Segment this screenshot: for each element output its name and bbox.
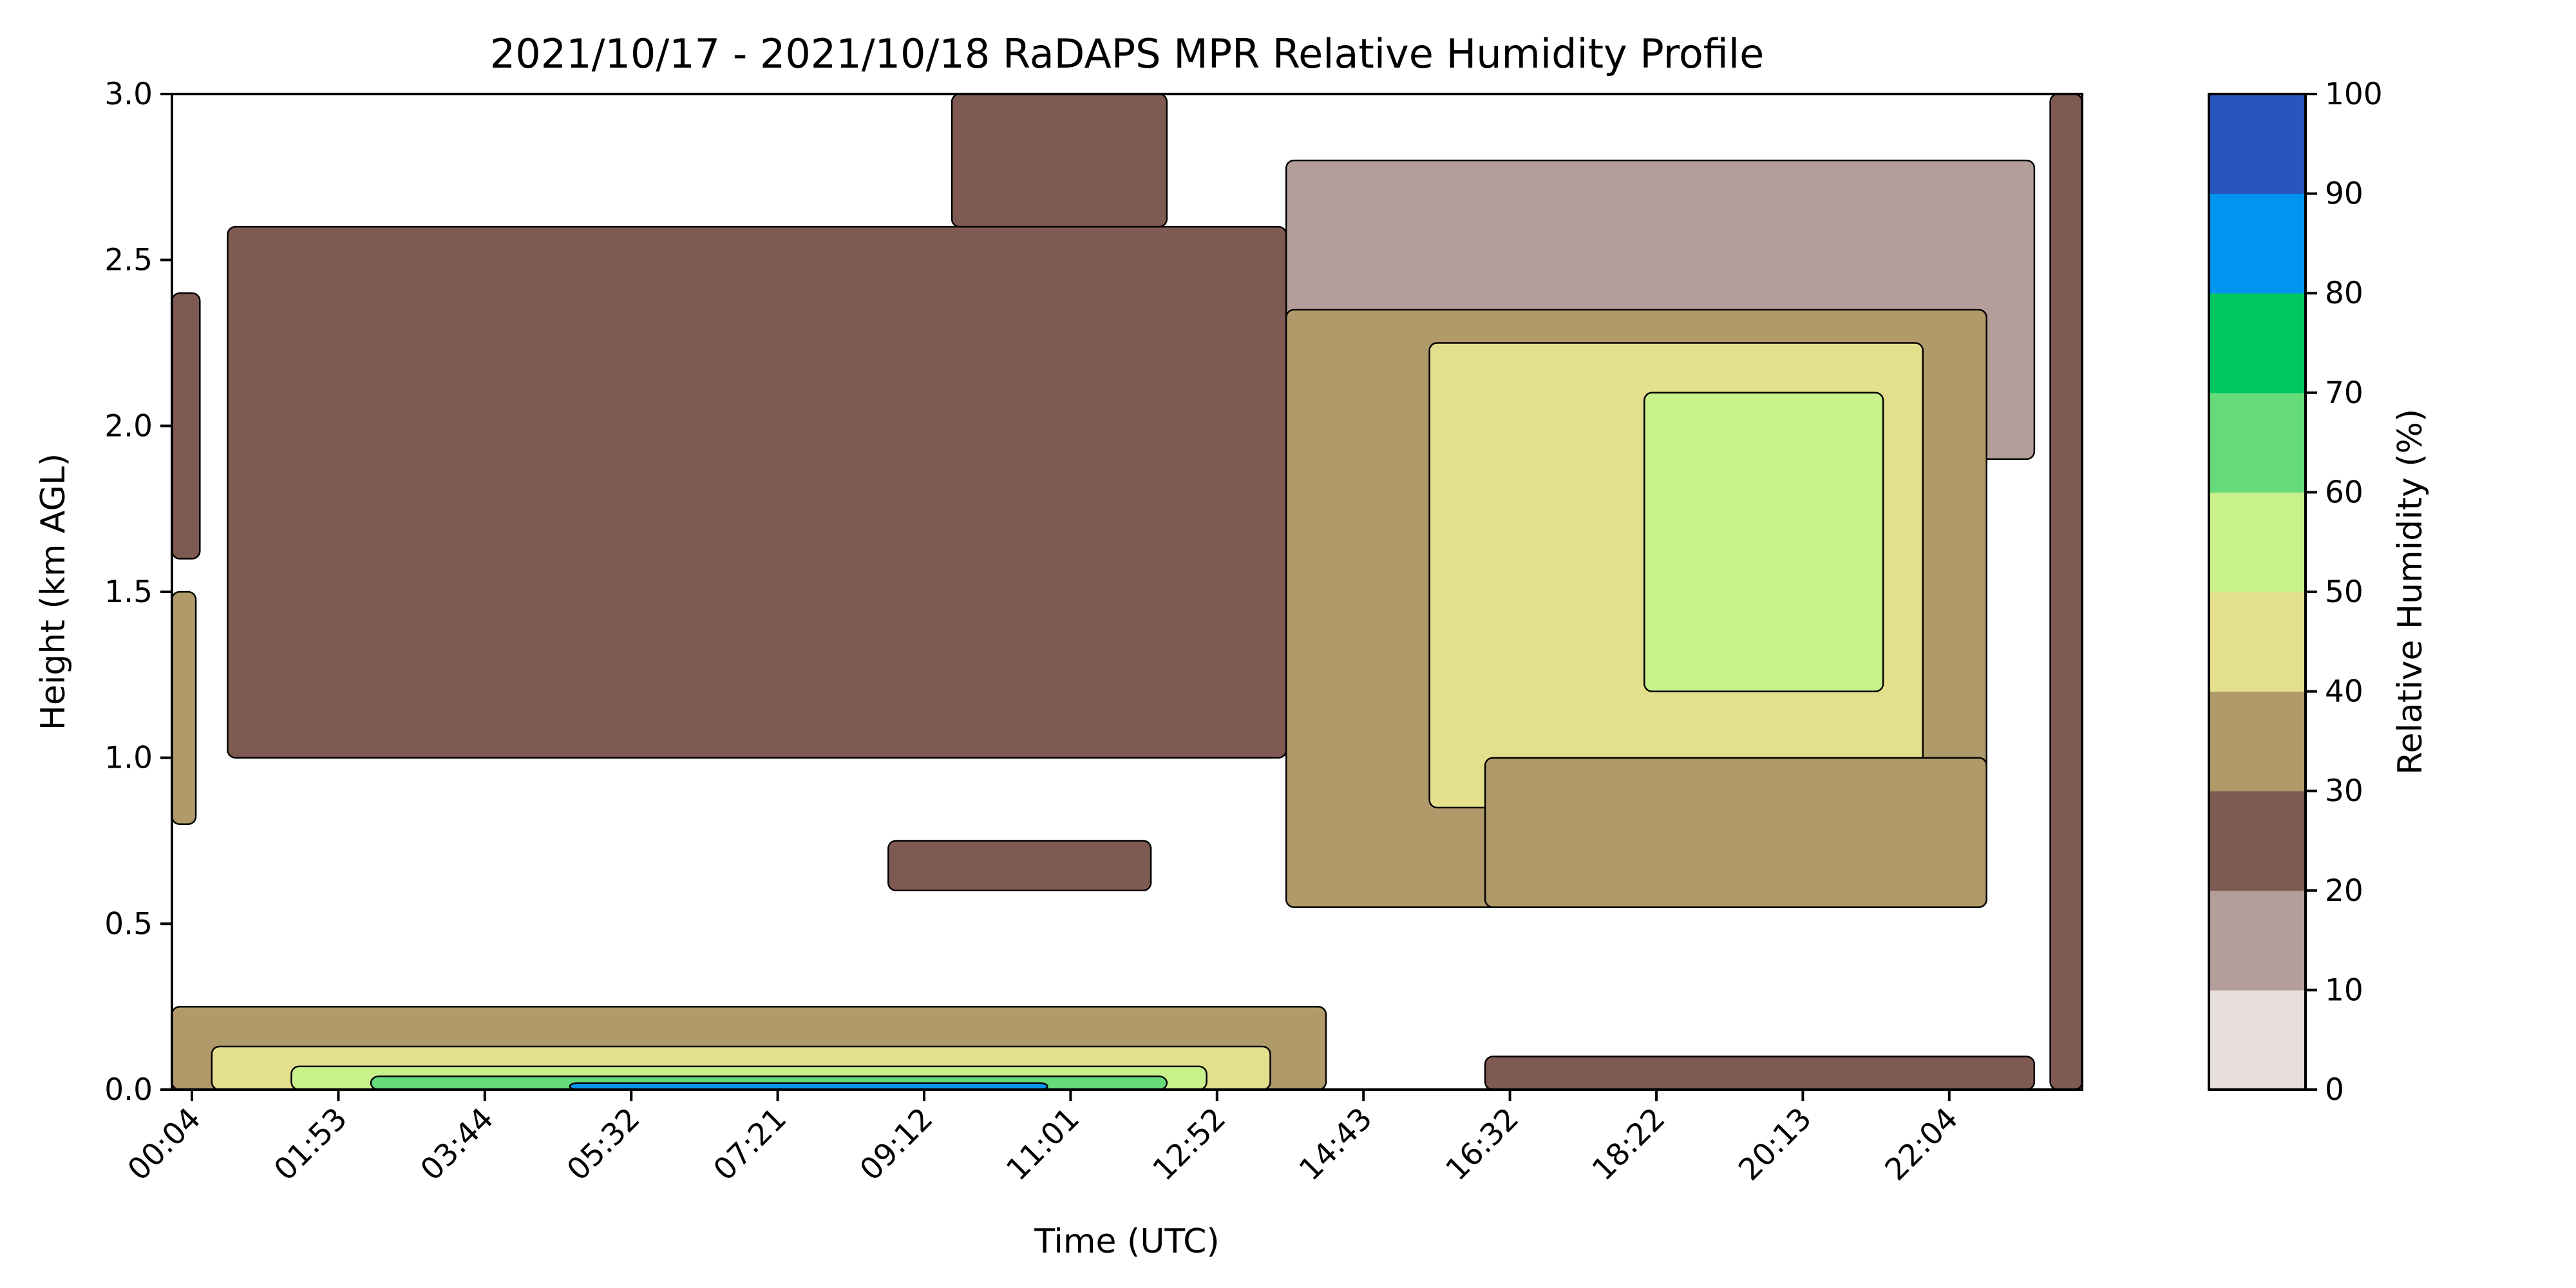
plot-frame [171, 93, 2083, 1091]
rh-region-2 [227, 225, 1287, 759]
colorbar-swatch [2209, 592, 2306, 692]
colorbar-tick-label: 60 [2325, 475, 2363, 510]
y-axis-ticks: 0.0 0.5 1.0 1.5 2.0 2.5 3.0 [104, 77, 172, 1108]
colorbar-tick-label: 50 [2325, 574, 2363, 610]
colorbar-tick-label: 80 [2325, 276, 2363, 311]
colorbar-swatch [2209, 990, 2306, 1090]
rh-region-9 [887, 840, 1152, 892]
colorbar-frame [2208, 93, 2307, 1091]
rh-region-17 [2049, 93, 2083, 1091]
colorbar: 0 10 20 30 40 50 60 70 80 90 100 [2208, 77, 2383, 1108]
colorbar-tick-label: 20 [2325, 873, 2363, 909]
colorbar-swatch [2209, 791, 2306, 891]
colorbar-swatch [2209, 890, 2306, 990]
colorbar-label: Relative Humidity (%) [2391, 409, 2430, 775]
colorbar-tick-label: 10 [2325, 972, 2363, 1008]
colorbar-tick-label: 70 [2325, 375, 2363, 411]
y-tick-label: 0.0 [104, 1072, 153, 1108]
colorbar-swatch [2209, 293, 2306, 393]
colorbar-swatches [2209, 94, 2306, 1090]
colorbar-tick-label: 90 [2325, 176, 2363, 212]
x-axis-label: Time (UTC) [1034, 1222, 1219, 1261]
colorbar-tick-label: 30 [2325, 773, 2363, 809]
rh-region-3 [951, 93, 1168, 228]
y-tick-label: 2.5 [104, 243, 153, 278]
colorbar-tick-label: 40 [2325, 674, 2363, 710]
colorbar-swatch [2209, 691, 2306, 791]
y-tick-label: 0.5 [104, 906, 153, 942]
y-tick-label: 2.0 [104, 408, 153, 444]
colorbar-swatch [2209, 193, 2306, 294]
colorbar-swatch [2209, 94, 2306, 194]
colorbar-tick-label: 100 [2325, 77, 2383, 112]
colorbar-tick-label: 0 [2325, 1072, 2344, 1108]
colorbar-ticks: 0 10 20 30 40 50 60 70 80 90 100 [2306, 77, 2383, 1108]
colorbar-swatch [2209, 492, 2306, 592]
plot-area: 00:04 01:53 03:44 05:32 07:21 09:12 11:01 12:52… [104, 77, 2083, 1188]
rh-region-10 [171, 591, 197, 825]
colorbar-swatch [2209, 392, 2306, 493]
rh-region-7 [1643, 392, 1884, 692]
y-tick-label: 1.5 [104, 574, 153, 610]
rh-region-16 [1484, 1056, 2036, 1091]
chart-title: 2021/10/17 - 2021/10/18 RaDAPS MPR Relat… [490, 30, 1764, 77]
y-tick-label: 1.0 [104, 741, 153, 776]
contour-regions [171, 93, 2083, 1091]
y-tick-label: 3.0 [104, 77, 153, 112]
rh-region-8 [1484, 757, 1987, 908]
rh-region-1 [171, 292, 201, 560]
y-axis-label: Height (km AGL) [34, 453, 73, 730]
